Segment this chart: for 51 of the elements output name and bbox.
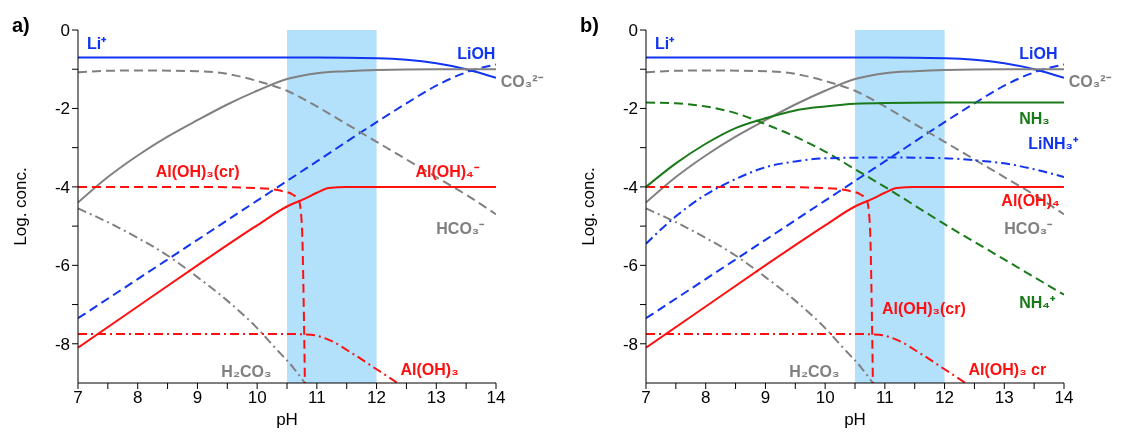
y-tick-label: -4 xyxy=(622,177,638,197)
y-tick-label: -2 xyxy=(54,99,70,119)
x-tick-label: 7 xyxy=(641,388,651,408)
x-tick-label: 14 xyxy=(486,388,506,408)
y-tick-label: -8 xyxy=(54,334,70,354)
y-axis-title: Log. conc. xyxy=(579,167,599,246)
series-label: CO₃²⁻ xyxy=(500,72,544,90)
y-axis-title: Log. conc. xyxy=(11,167,31,246)
series-label: HCO₃⁻ xyxy=(436,219,486,237)
x-tick-label: 9 xyxy=(760,388,771,408)
series-label: Li⁺ xyxy=(86,35,108,53)
x-tick-label: 10 xyxy=(815,388,835,408)
chart-title: a) xyxy=(12,14,30,37)
series-label: Li⁺ xyxy=(654,35,676,53)
series-label: H₂CO₃ xyxy=(789,362,840,380)
x-tick-label: 13 xyxy=(994,388,1014,408)
x-tick-label: 9 xyxy=(192,388,203,408)
y-tick-label: -6 xyxy=(54,256,70,276)
series-label: Al(OH)₄⁻ xyxy=(415,162,480,180)
series-label: Al(OH)₃ cr xyxy=(968,360,1047,378)
x-tick-label: 10 xyxy=(247,388,267,408)
series-label: Al(OH)₃(cr) xyxy=(155,162,240,180)
x-tick-label: 11 xyxy=(876,388,894,408)
y-tick-label: -6 xyxy=(622,256,638,276)
x-tick-label: 8 xyxy=(700,388,711,408)
x-tick-label: 7 xyxy=(73,388,83,408)
x-axis-title: pH xyxy=(844,410,866,429)
series-label: CO₃²⁻ xyxy=(1068,72,1112,90)
series-label: Al(OH)₃ xyxy=(400,360,459,378)
x-tick-label: 12 xyxy=(935,388,955,408)
y-tick-label: 0 xyxy=(628,21,638,41)
x-axis-title: pH xyxy=(276,410,298,429)
x-tick-label: 11 xyxy=(308,388,326,408)
series-label: LiNH₃⁺ xyxy=(1028,135,1079,153)
chart-title: b) xyxy=(580,14,599,37)
series-label: Al(OH)₄ xyxy=(1001,192,1060,210)
series-label: HCO₃⁻ xyxy=(1004,219,1054,237)
series-label: LiOH xyxy=(457,45,496,63)
series-label: H₂CO₃ xyxy=(221,362,272,380)
y-tick-label: 0 xyxy=(60,21,70,41)
x-tick-label: 13 xyxy=(426,388,446,408)
series-label: NH₄⁺ xyxy=(1019,294,1056,312)
x-tick-label: 14 xyxy=(1054,388,1074,408)
y-tick-label: -4 xyxy=(54,177,70,197)
series-label: LiOH xyxy=(1019,45,1058,63)
y-tick-label: -2 xyxy=(622,99,638,119)
x-tick-label: 8 xyxy=(132,388,143,408)
x-tick-label: 12 xyxy=(367,388,387,408)
series-label: Al(OH)₃(cr) xyxy=(881,300,966,318)
series-label: NH₃ xyxy=(1019,109,1050,127)
y-tick-label: -8 xyxy=(622,334,638,354)
